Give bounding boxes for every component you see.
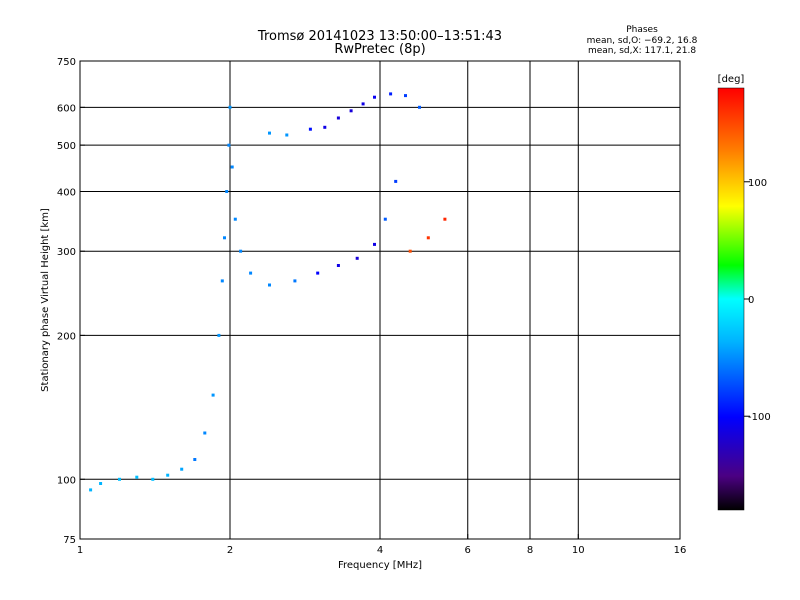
data-point — [293, 279, 297, 283]
data-point — [211, 393, 215, 397]
y-axis-label: Stationary phase Virtual Height [km] — [40, 208, 51, 392]
data-point — [308, 127, 312, 131]
data-point — [336, 116, 340, 120]
data-point — [228, 105, 232, 109]
x-tick-label: 8 — [527, 545, 533, 556]
x-tick-label: 16 — [674, 545, 687, 556]
data-point — [233, 217, 237, 221]
data-point — [99, 482, 103, 485]
data-point — [135, 475, 139, 479]
colorbar-tick-label: -100 — [748, 412, 771, 423]
data-point — [443, 217, 447, 221]
data-point — [217, 333, 221, 337]
data-point — [225, 190, 229, 193]
y-tick-label: 500 — [57, 141, 76, 152]
x-axis-label: Frequency [MHz] — [338, 560, 422, 571]
legend-title: Phases — [626, 25, 658, 35]
colorbar-ticks: -100 0 100 — [744, 178, 771, 423]
data-point — [349, 109, 353, 113]
chart-subtitle: RwPretec (8p) — [334, 42, 425, 57]
data-point — [203, 431, 207, 435]
x-axis: 1 2 4 6 8 10 16 — [77, 534, 687, 556]
colorbar-tick-label: 100 — [748, 178, 767, 189]
grid-lines — [80, 61, 680, 539]
legend-line-o: mean, sd,O: −69.2, 16.8 — [587, 36, 698, 46]
x-tick-label: 4 — [377, 545, 383, 556]
data-point — [383, 217, 387, 221]
data-point — [361, 102, 365, 106]
data-point — [285, 133, 289, 137]
y-tick-label: 100 — [57, 475, 76, 486]
data-point — [220, 279, 224, 283]
data-point — [193, 458, 197, 461]
y-tick-label: 300 — [57, 247, 76, 258]
x-tick-label: 1 — [77, 545, 83, 556]
data-point — [336, 264, 340, 267]
data-point — [151, 477, 155, 481]
colorbar-tick-label: 0 — [748, 295, 754, 306]
y-axis: 75 100 200 300 400 500 600 750 — [57, 57, 85, 546]
legend-line-x: mean, sd,X: 117.1, 21.8 — [588, 46, 696, 56]
chart-title: Tromsø 20141023 13:50:00–13:51:43 — [257, 29, 502, 44]
data-point — [230, 165, 234, 169]
colorbar-label: [deg] — [718, 74, 745, 85]
data-point — [268, 283, 271, 287]
y-tick-label: 75 — [63, 535, 76, 546]
data-point — [249, 271, 253, 275]
data-point — [89, 488, 93, 492]
data-point — [227, 143, 231, 147]
data-point — [404, 94, 407, 98]
data-point — [239, 249, 243, 253]
data-point — [426, 236, 430, 240]
data-point — [180, 467, 184, 471]
data-point — [316, 271, 320, 275]
data-point — [408, 249, 412, 253]
data-point — [268, 131, 271, 135]
data-point — [394, 179, 398, 183]
data-point — [118, 477, 121, 481]
data-points — [89, 92, 447, 492]
x-tick-label: 10 — [572, 545, 585, 556]
data-point — [323, 125, 327, 129]
x-tick-label: 2 — [227, 545, 233, 556]
colorbar — [717, 87, 745, 511]
data-point — [418, 105, 421, 109]
data-point — [166, 473, 170, 477]
y-tick-label: 600 — [57, 103, 76, 114]
data-point — [373, 95, 376, 99]
data-point — [389, 92, 393, 96]
y-tick-label: 400 — [57, 187, 76, 198]
y-tick-label: 200 — [57, 331, 76, 342]
y-tick-label: 750 — [57, 57, 76, 68]
data-point — [223, 236, 226, 240]
data-point — [373, 242, 376, 246]
x-tick-label: 6 — [465, 545, 471, 556]
data-point — [355, 256, 359, 260]
